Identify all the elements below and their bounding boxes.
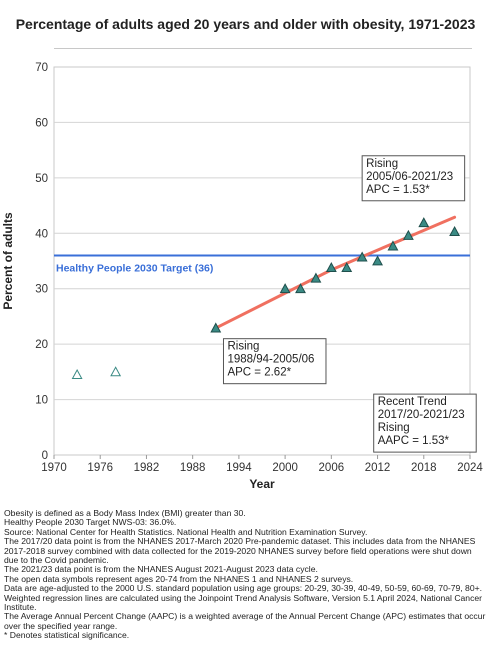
y-tick-label: 60 bbox=[35, 117, 48, 129]
annotation-text: Rising bbox=[378, 422, 410, 434]
y-tick-label: 50 bbox=[35, 173, 48, 185]
x-tick-label: 1988 bbox=[180, 462, 206, 474]
y-tick-label: 30 bbox=[35, 284, 48, 296]
x-tick-label: 2012 bbox=[365, 462, 391, 474]
annotation-box bbox=[222, 338, 327, 385]
footnote: Weighted regression lines are calculated… bbox=[4, 592, 483, 613]
open-data-point bbox=[110, 366, 122, 377]
x-tick-label: 2006 bbox=[319, 462, 345, 474]
footnote: The 2021/23 data point is from the NHANE… bbox=[4, 564, 318, 575]
annotation-text: 1988/94-2005/06 bbox=[227, 354, 314, 366]
y-tick-labels: 0 10 20 30 40 50 60 70 bbox=[35, 62, 48, 462]
annotation-text: AAPC = 1.53* bbox=[378, 435, 450, 447]
annotation-text: 2017/20-2021/23 bbox=[378, 409, 465, 421]
data-point bbox=[341, 261, 353, 273]
y-tick-label: 20 bbox=[35, 339, 48, 351]
x-axis-label: Year bbox=[249, 477, 275, 491]
y-tick-label: 0 bbox=[42, 450, 48, 462]
data-point bbox=[372, 255, 383, 266]
target-label: Healthy People 2030 Target (36) bbox=[56, 262, 213, 274]
y-axis-label: Percent of adults bbox=[1, 212, 15, 310]
title-divider bbox=[54, 48, 472, 49]
open-data-point bbox=[71, 368, 83, 380]
obesity-trend-chart: 0 10 20 30 40 50 60 70 1970 1976 1982 1988 1994 2000… bbox=[1, 62, 483, 491]
annotation-text: 2005/06-2021/23 bbox=[366, 171, 453, 183]
x-tick-label: 2024 bbox=[457, 462, 483, 474]
data-point bbox=[279, 283, 291, 294]
annotation-box bbox=[373, 393, 477, 453]
trend-line bbox=[214, 268, 333, 330]
chart-title: Percentage of adults aged 20 years and o… bbox=[15, 16, 476, 32]
data-points bbox=[71, 217, 461, 380]
y-tick-label: 10 bbox=[35, 395, 48, 407]
x-tick-label: 1976 bbox=[87, 462, 113, 474]
footnote: Data are age-adjusted to the 2000 U.S. s… bbox=[4, 583, 483, 594]
footnote: The 2017/20 data point is from the NHANE… bbox=[4, 536, 476, 566]
x-tick-label: 1982 bbox=[134, 462, 160, 474]
annotation-text: Rising bbox=[366, 158, 398, 170]
annotation-text: Rising bbox=[227, 341, 259, 353]
plot-area bbox=[53, 66, 471, 456]
data-point bbox=[356, 251, 368, 262]
footnote: Healthy People 2030 Target NWS-03: 36.0%… bbox=[4, 517, 177, 528]
footnote: Source: National Center for Health Stati… bbox=[4, 526, 368, 537]
footnote: The open data symbols represent ages 20-… bbox=[4, 573, 354, 584]
footnote: Obesity is defined as a Body Mass Index … bbox=[4, 508, 246, 518]
data-point bbox=[295, 283, 306, 294]
data-point bbox=[402, 229, 414, 240]
annotation-text: APC = 2.62* bbox=[227, 367, 291, 379]
footnote: * Denotes statistical significance. bbox=[4, 630, 130, 641]
y-tick-label: 70 bbox=[35, 62, 48, 74]
data-point bbox=[449, 225, 461, 237]
footnote: The Average Annual Percent Change (AAPC)… bbox=[4, 611, 486, 631]
annotation-box bbox=[361, 155, 466, 202]
x-tick-label: 2018 bbox=[411, 462, 437, 474]
data-point bbox=[310, 272, 322, 283]
annotation-text: APC = 1.53* bbox=[366, 184, 430, 196]
y-tick-label: 40 bbox=[35, 228, 48, 240]
data-point bbox=[325, 261, 337, 273]
x-tick-label: 1994 bbox=[226, 462, 252, 474]
data-point bbox=[387, 240, 399, 251]
data-point bbox=[418, 217, 430, 228]
x-tick-labels: 1970 1976 1982 1988 1994 2000 2006 2012 2018 2024 bbox=[41, 455, 483, 474]
data-point bbox=[210, 322, 222, 333]
footnotes: Obesity is defined as a Body Mass Index … bbox=[4, 508, 488, 641]
annotation-text: Recent Trend bbox=[378, 396, 447, 408]
x-tick-label: 2000 bbox=[272, 462, 298, 474]
x-tick-label: 1970 bbox=[41, 462, 67, 474]
